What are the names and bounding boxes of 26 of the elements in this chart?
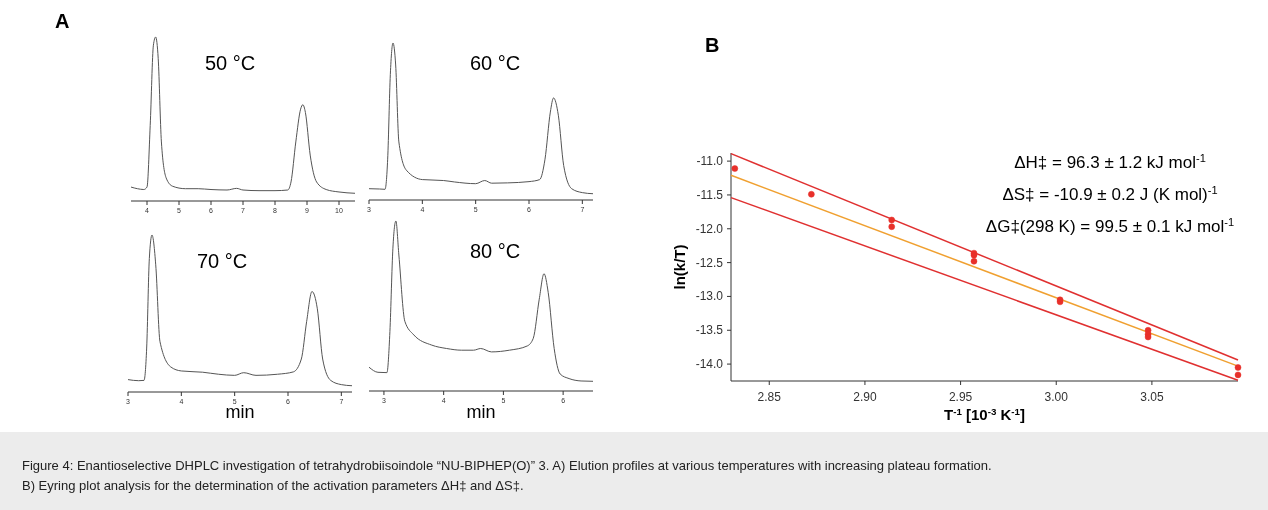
y-tick-label: -11.5 [696,187,724,202]
annotation: ΔG‡(298 K) = 99.5 ± 0.1 kJ mol$^{-1}$ [985,216,1235,236]
x-axis-title: min [225,402,255,422]
chart-title: B [705,34,720,56]
annotation: 60 °C [469,52,521,74]
annotation: 70 °C [196,250,248,272]
x-tick-label: 2.95 [948,390,973,404]
annotation: 50 °C [204,52,256,74]
x-axis-title: min [466,402,496,422]
annotation: 80 °C [469,240,521,262]
y-tick-label: -12.5 [695,255,724,270]
y-axis-title: ln(k/T) [671,244,688,290]
y-tick-label: -11.0 [696,154,724,169]
chart-title: A [55,10,70,32]
y-tick-label: -13.5 [695,323,724,338]
x-tick-label: 2.85 [757,390,782,404]
x-tick-label: 3.00 [1044,390,1069,404]
annotation: ΔS‡ = -10.9 ± 0.2 J (K mol)$^{-1}$ [1002,184,1218,204]
x-tick-label: 2.90 [853,390,877,404]
y-tick-label: -14.0 [695,357,724,372]
caption: Figure 4: Enantioselective DHPLC investigation of tetrahydrobiisoindole “NU-BIPHEP(O)” 3. A) Elution profiles at various temperatures with increasing plateau formation. B) Eyring plot analysis for the determination of the activation parameters ΔH‡ and ΔS‡. [22,458,992,493]
x-axis-title: T$^{-1}$ [10$^{-3}$ K$^{-1}$] [943,405,1026,423]
y-tick-label: -12.0 [695,221,724,236]
x-tick-label: 3.05 [1140,390,1164,404]
annotation: ΔH‡ = 96.3 ± 1.2 kJ mol$^{-1}$ [1014,152,1206,172]
y-tick-label: -13.0 [695,289,724,304]
